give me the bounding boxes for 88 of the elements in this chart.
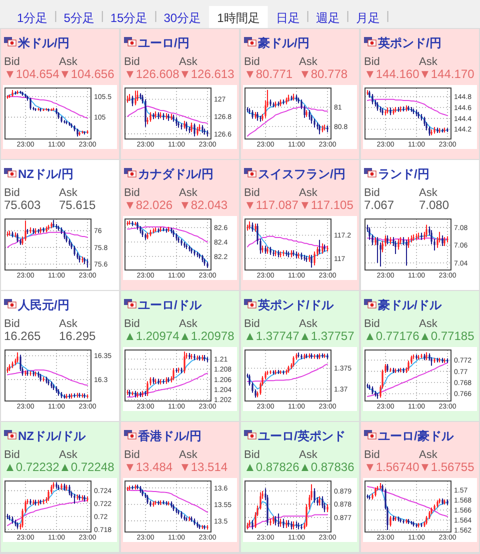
annotation: Bid [244, 449, 260, 461]
annotation: Bid [244, 187, 260, 199]
annotation: Bid [364, 187, 380, 199]
annotation: Bid [124, 318, 140, 330]
title: スイスフラン/円 [258, 167, 346, 181]
tab-label: 1分足 [17, 11, 48, 25]
annotation: ▼13.514 [179, 460, 228, 474]
annotation: Ask [299, 318, 318, 330]
annotation: Bid [4, 56, 20, 68]
title: 米ドル/円 [18, 36, 70, 50]
annotation: ▼117.087 [244, 198, 298, 212]
annotation: 7.067 [364, 198, 394, 212]
annotation: Bid [4, 449, 20, 461]
annotation: ▼82.043 [179, 198, 228, 212]
annotation: ▲1.20978 [179, 329, 234, 343]
annotation: ▼144.160 [364, 67, 420, 81]
annotation: ▲0.87836 [299, 460, 354, 474]
annotation: Ask [59, 318, 78, 330]
annotation: Bid [364, 449, 380, 461]
title: ユーロ/円 [138, 36, 190, 50]
title: カナダドル/円 [138, 167, 214, 181]
title: 英ポンド/ドル [258, 298, 334, 312]
annotation: ▼1.56740 [364, 460, 420, 474]
annotation: Bid [124, 56, 140, 68]
annotation: 75.615 [59, 198, 96, 212]
title: NZドル/円 [18, 167, 74, 181]
annotation: ▲1.37747 [244, 329, 300, 343]
title: NZドル/ドル [18, 429, 86, 443]
annotation: Ask [59, 56, 78, 68]
annotation: ▼104.656 [59, 67, 114, 81]
annotation: ▲1.20974 [124, 329, 180, 343]
title: 香港ドル/円 [138, 429, 202, 443]
annotation: ▲0.87826 [244, 460, 300, 474]
annotation: ▲1.37757 [299, 329, 354, 343]
title: ユーロ/英ポンド [258, 429, 346, 443]
annotation: Bid [244, 318, 260, 330]
annotation: 16.295 [59, 329, 96, 343]
annotation: ▼126.608 [124, 67, 180, 81]
annotation: ▼80.778 [299, 67, 348, 81]
annotation: 7.080 [419, 198, 450, 212]
annotation: ▼82.026 [124, 198, 173, 212]
annotation: 16.265 [4, 329, 41, 343]
title: ユーロ/ドル [138, 298, 202, 312]
tab-label: 日足 [276, 11, 300, 25]
tab-label: 週足 [316, 11, 340, 25]
annotation: Bid [124, 449, 140, 461]
annotation: ▲0.77176 [364, 329, 420, 343]
tab-label: 30分足 [164, 11, 202, 25]
annotation: ▼126.613 [179, 67, 234, 81]
annotation: Ask [419, 318, 438, 330]
annotation: ▼144.170 [419, 67, 474, 81]
annotation: Ask [179, 56, 198, 68]
annotation: ▼1.56755 [419, 460, 474, 474]
annotation: Ask [299, 449, 318, 461]
tab-label: 15分足 [110, 11, 148, 25]
title: ユーロ/豪ドル [378, 429, 454, 443]
annotation: Ask [179, 187, 198, 199]
annotation: Bid [364, 56, 380, 68]
annotation: Ask [419, 187, 438, 199]
annotation: Bid [124, 187, 140, 199]
title: ランド/円 [378, 167, 430, 181]
annotation: Ask [179, 449, 198, 461]
annotation: ▲0.72232 [4, 460, 60, 474]
annotation: ▲0.77185 [419, 329, 474, 343]
annotation: Ask [59, 449, 78, 461]
title: 豪ドル/円 [258, 36, 310, 50]
annotation: Ask [59, 187, 78, 199]
annotation: ▼13.484 [124, 460, 173, 474]
tab-label: 1時間足 [217, 11, 260, 25]
annotation: Ask [299, 187, 318, 199]
annotation: Bid [244, 56, 260, 68]
tab-label: 月足 [356, 11, 380, 25]
annotation: Bid [364, 318, 380, 330]
title: 豪ドル/ドル [378, 298, 442, 312]
annotation: ▼117.105 [299, 198, 354, 212]
annotation: Ask [179, 318, 198, 330]
annotation: Bid [4, 318, 20, 330]
annotation: ▲0.72248 [59, 460, 114, 474]
annotation: ▼80.771 [244, 67, 293, 81]
annotation: ▼104.654 [4, 67, 60, 81]
annotation: 75.603 [4, 198, 41, 212]
title: 英ポンド/円 [378, 36, 442, 50]
annotation: Ask [419, 56, 438, 68]
tab-label: 5分足 [64, 11, 94, 25]
annotation: Bid [4, 187, 20, 199]
title: 人民元/円 [18, 298, 70, 312]
annotation: Ask [299, 56, 318, 68]
annotation: Ask [419, 449, 438, 461]
